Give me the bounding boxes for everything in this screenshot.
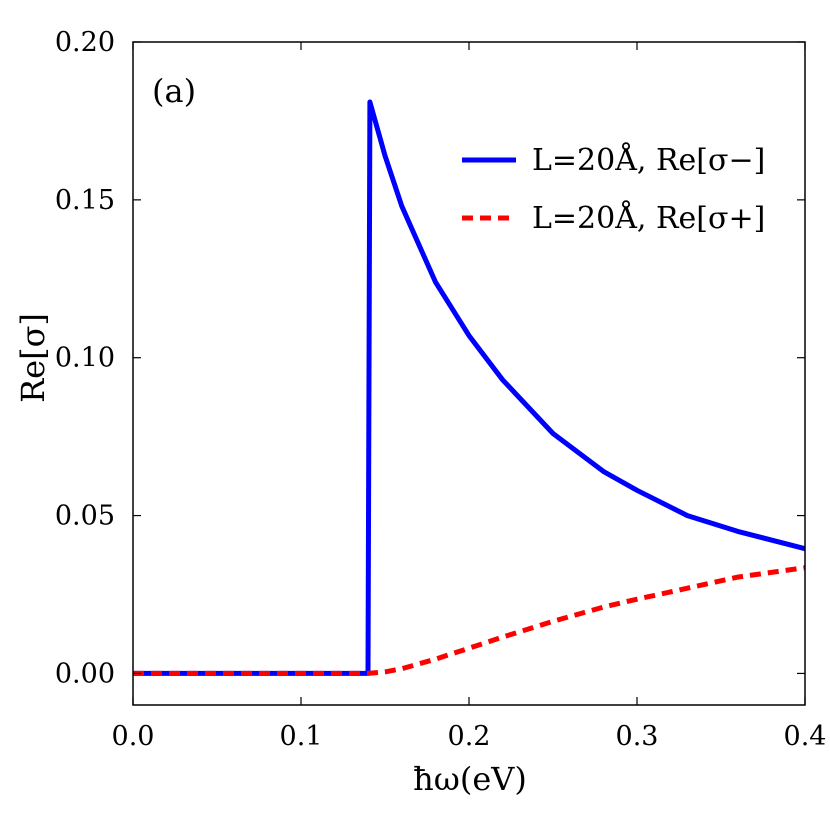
series-line-sigma-minus [133, 99, 806, 676]
x-tick-label: 0.0 [112, 721, 155, 752]
y-tick-label: 0.05 [55, 501, 115, 532]
x-tick-label: 0.2 [448, 721, 491, 752]
x-tick-label: 0.1 [280, 721, 323, 752]
y-axis-title: Re[σ] [14, 313, 52, 403]
series-line-sigma-plus [133, 565, 806, 676]
y-tick-label: 0.00 [55, 658, 115, 689]
legend: L=20Å, Re[σ−] L=20Å, Re[σ+] [462, 142, 765, 236]
x-tick-label: 0.4 [784, 721, 827, 752]
y-tick-label: 0.20 [55, 27, 115, 58]
axes-layer: 0.0 0.1 0.2 0.3 0.4 0.00 0.05 0.10 0.15 0.20 [55, 27, 827, 752]
panel-label: (a) [152, 72, 196, 110]
y-tick-label: 0.15 [55, 185, 115, 216]
x-axis-title: ħω(eV) [413, 760, 527, 798]
legend-label-sigma-plus: L=20Å, Re[σ+] [532, 200, 765, 236]
series-layer [133, 99, 806, 676]
x-tick-label: 0.3 [616, 721, 659, 752]
y-tick-label: 0.10 [55, 343, 115, 374]
legend-label-sigma-minus: L=20Å, Re[σ−] [532, 142, 765, 178]
